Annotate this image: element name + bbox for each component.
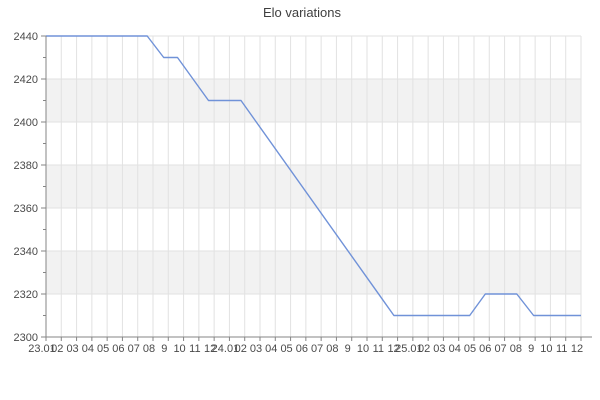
- x-tick-label: 12: [204, 343, 216, 355]
- x-tick-label: 04: [449, 343, 461, 355]
- x-tick-label: 02: [51, 343, 63, 355]
- y-tick-label: 2440: [14, 31, 38, 43]
- x-tick-label: 03: [66, 343, 78, 355]
- x-tick-label: 12: [571, 343, 583, 355]
- y-tick-label: 2400: [14, 117, 38, 129]
- y-tick-label: 2360: [14, 203, 38, 215]
- x-tick-label: 9: [161, 343, 167, 355]
- x-tick-label: 11: [189, 343, 200, 355]
- x-tick-label: 25.01: [395, 343, 423, 355]
- x-tick-label: 05: [280, 343, 292, 355]
- x-tick-label: 11: [373, 343, 384, 355]
- x-tick-label: 05: [464, 343, 476, 355]
- band-stripe: [46, 251, 581, 294]
- x-tick-label: 08: [143, 343, 155, 355]
- x-tick-label: 04: [265, 343, 277, 355]
- x-tick-label: 07: [494, 343, 506, 355]
- x-tick-label: 03: [250, 343, 262, 355]
- x-tick-label: 03: [433, 343, 445, 355]
- x-tick-label: 07: [311, 343, 323, 355]
- x-tick-label: 08: [510, 343, 522, 355]
- x-tick-label: 11: [556, 343, 567, 355]
- y-tick-label: 2340: [14, 246, 38, 258]
- x-tick-label: 02: [235, 343, 247, 355]
- x-tick-label: 10: [357, 343, 369, 355]
- x-tick-label: 06: [296, 343, 308, 355]
- chart-title: Elo variations: [263, 5, 342, 20]
- y-tick-label: 2300: [14, 332, 38, 344]
- x-tick-label: 12: [387, 343, 399, 355]
- elo-series-line: [46, 35, 581, 317]
- x-tick-label: 10: [173, 343, 185, 355]
- x-tick-label: 07: [128, 343, 140, 355]
- x-tick-label: 08: [326, 343, 338, 355]
- y-tick-label: 2320: [14, 289, 38, 301]
- x-tick-label: 9: [345, 343, 351, 355]
- band-stripe: [46, 79, 581, 122]
- y-tick-label: 2420: [14, 74, 38, 86]
- x-tick-label: 23.01: [28, 343, 56, 355]
- x-tick-label: 05: [97, 343, 109, 355]
- x-tick-label: 10: [540, 343, 552, 355]
- x-tick-label: 06: [112, 343, 124, 355]
- x-tick-label: 02: [418, 343, 430, 355]
- y-tick-label: 2380: [14, 160, 38, 172]
- band-stripe: [46, 165, 581, 208]
- x-tick-label: 24.01: [212, 343, 240, 355]
- x-tick-label: 9: [528, 343, 534, 355]
- x-tick-label: 06: [479, 343, 491, 355]
- x-tick-label: 04: [82, 343, 94, 355]
